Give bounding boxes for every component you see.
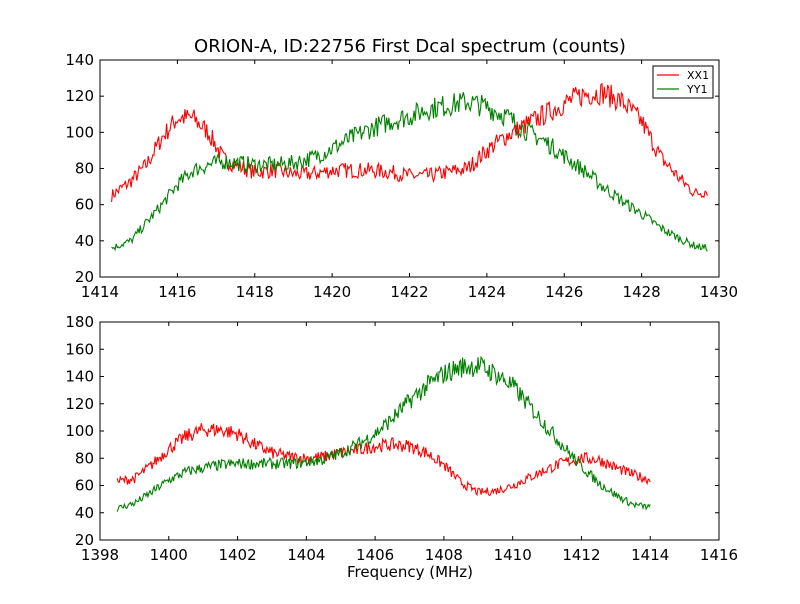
x-tick-label: 1412 bbox=[562, 546, 600, 564]
y-tick-label: 140 bbox=[65, 368, 94, 386]
x-tick-label: 1424 bbox=[468, 283, 506, 301]
x-tick-label: 1414 bbox=[81, 283, 119, 301]
series-line-xx1 bbox=[111, 82, 708, 203]
x-tick-label: 1410 bbox=[494, 546, 532, 564]
y-tick-label: 100 bbox=[65, 422, 94, 440]
series-line-yy1 bbox=[111, 92, 708, 252]
y-tick-label: 160 bbox=[65, 340, 94, 358]
series-line-panel1-0 bbox=[116, 423, 651, 497]
y-tick-label: 40 bbox=[75, 504, 94, 522]
x-tick-label: 1416 bbox=[700, 546, 738, 564]
y-tick-label: 20 bbox=[75, 268, 94, 286]
x-tick-label: 1428 bbox=[623, 283, 661, 301]
x-tick-label: 1420 bbox=[313, 283, 351, 301]
y-tick-label: 40 bbox=[75, 232, 94, 250]
x-tick-label: 1422 bbox=[390, 283, 428, 301]
x-tick-label: 1400 bbox=[150, 546, 188, 564]
x-tick-label: 1398 bbox=[81, 546, 119, 564]
top-panel: 1414 1416 1418 1420 1422 1424 1426 1428 1430 20 40… bbox=[65, 51, 738, 301]
y-tick-label: 80 bbox=[75, 449, 94, 467]
x-tick-label: 1404 bbox=[287, 546, 325, 564]
y-tick-label: 20 bbox=[75, 531, 94, 549]
y-tick-label: 100 bbox=[65, 123, 94, 141]
series-line-panel1-1 bbox=[116, 355, 651, 512]
x-tick-label: 1414 bbox=[631, 546, 669, 564]
x-tick-label: 1418 bbox=[236, 283, 274, 301]
y-tick-label: 80 bbox=[75, 160, 94, 178]
x-axis-label: Frequency (MHz) bbox=[347, 563, 473, 581]
x-tick-label: 1416 bbox=[158, 283, 196, 301]
y-tick-label: 120 bbox=[65, 87, 94, 105]
y-tick-label: 60 bbox=[75, 477, 94, 495]
x-tick-label: 1426 bbox=[545, 283, 583, 301]
x-tick-label: 1408 bbox=[425, 546, 463, 564]
bottom-panel: 1398 1400 1402 1404 1406 1408 1410 1412 1414 1416… bbox=[65, 313, 738, 564]
legend-label: XX1 bbox=[687, 69, 709, 82]
y-tick-label: 180 bbox=[65, 313, 94, 331]
legend-label: YY1 bbox=[686, 83, 707, 96]
x-tick-label: 1402 bbox=[218, 546, 256, 564]
x-tick-label: 1406 bbox=[356, 546, 394, 564]
x-tick-label: 1430 bbox=[700, 283, 738, 301]
y-tick-label: 140 bbox=[65, 51, 94, 69]
chart-title: ORION-A, ID:22756 First Dcal spectrum (c… bbox=[194, 36, 626, 57]
legend-box bbox=[652, 65, 714, 99]
y-tick-label: 60 bbox=[75, 196, 94, 214]
y-tick-label: 120 bbox=[65, 395, 94, 413]
axes-frame bbox=[99, 321, 720, 541]
